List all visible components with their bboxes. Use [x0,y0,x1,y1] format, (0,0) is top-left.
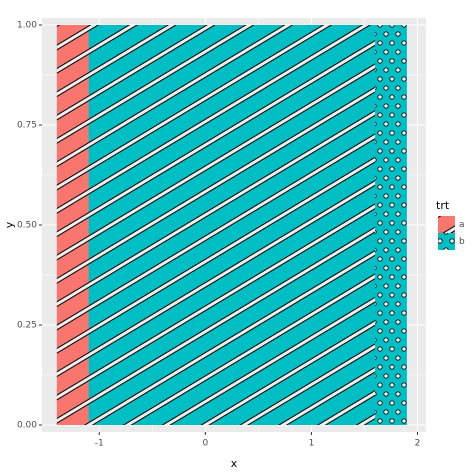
y-tick-label: 0.50 [17,221,37,231]
y-tick-label: 1.00 [17,21,37,31]
x-axis-label: x [231,457,238,470]
legend-label: a [459,220,465,230]
x-tick-label: -1 [95,439,104,449]
y-tick-label: 0.75 [17,121,37,131]
pattern-fill [375,25,407,425]
x-tick-label: 2 [415,439,421,449]
x-tick-label: 0 [202,439,208,449]
legend-pattern [438,233,455,250]
legend-label: b [459,237,465,247]
legend-title: trt [436,199,450,212]
y-axis-label: y [3,221,16,228]
x-tick-label: 1 [309,439,315,449]
pattern-fill [56,25,376,425]
legend-pattern [438,216,455,233]
y-tick-label: 0.25 [17,321,37,331]
y-tick-label: 0.00 [17,421,37,431]
